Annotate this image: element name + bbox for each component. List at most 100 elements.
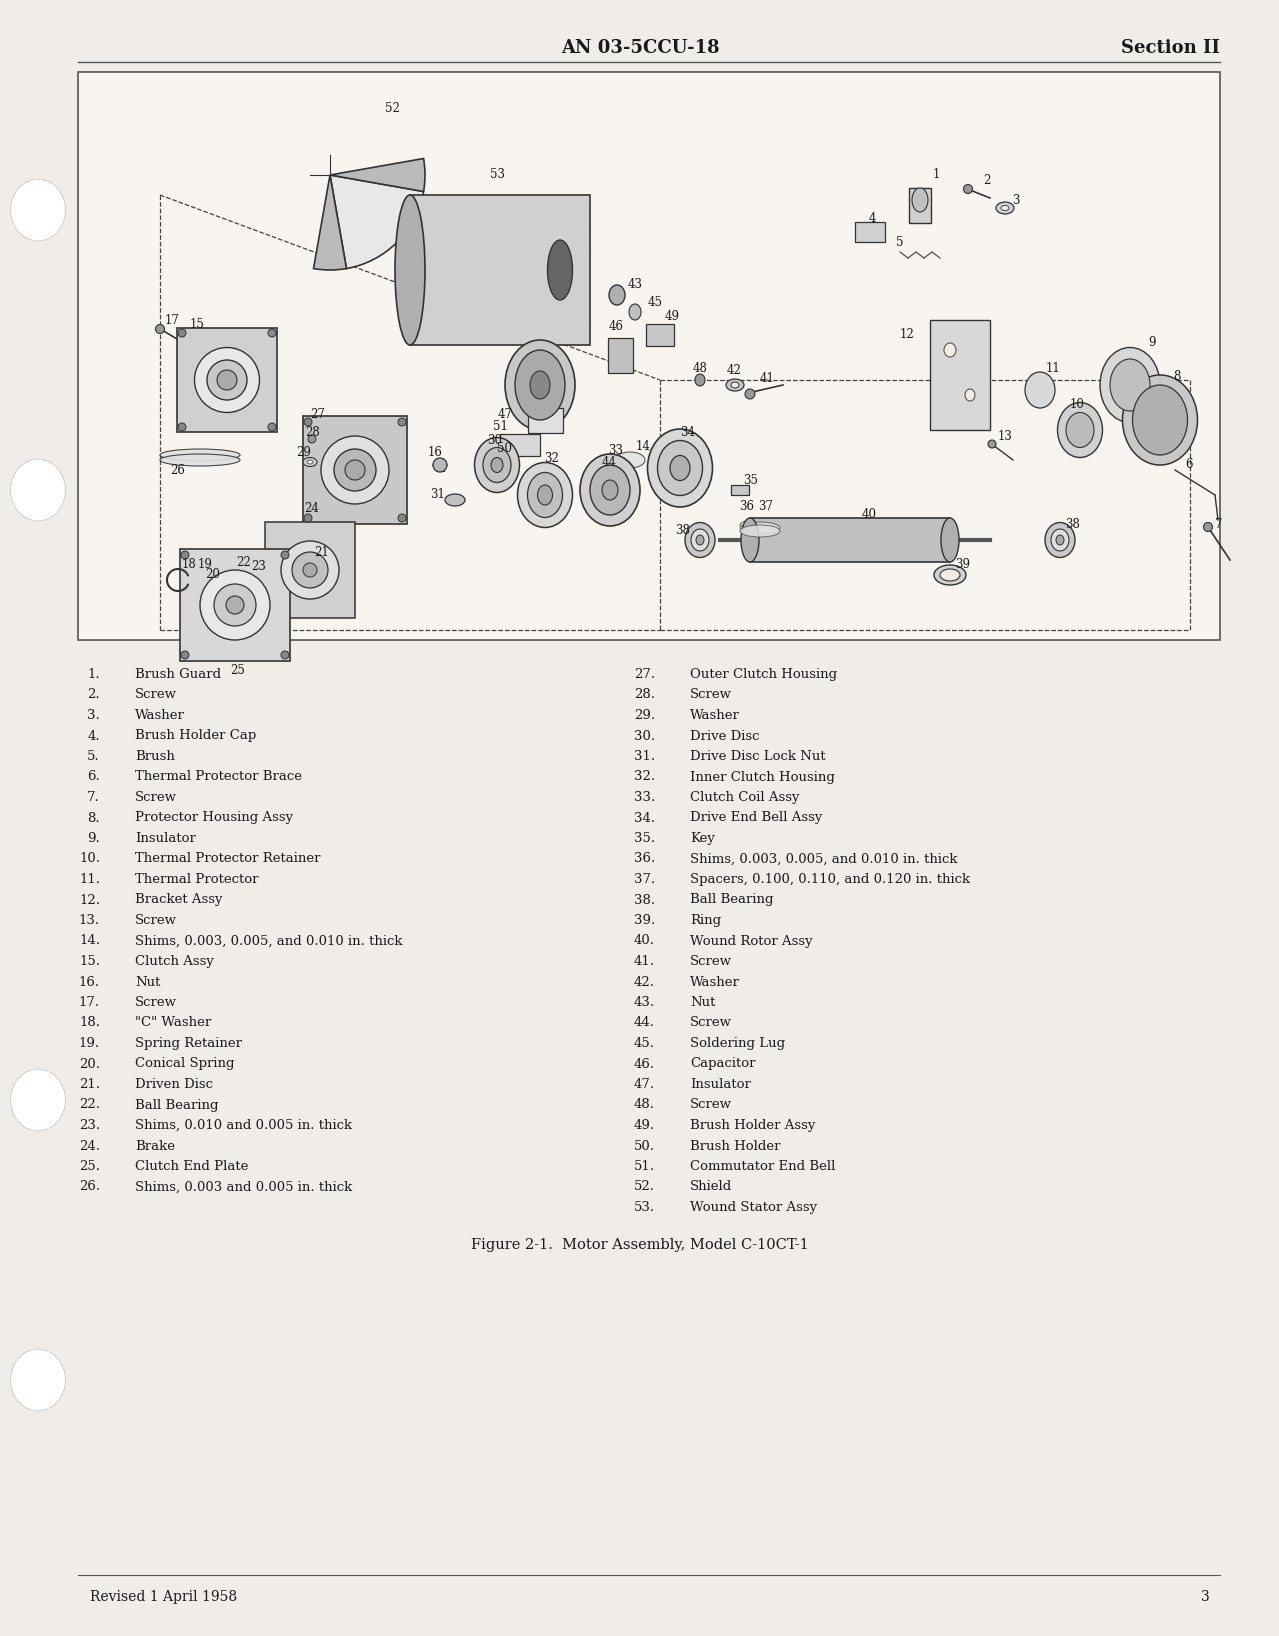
Ellipse shape	[741, 519, 758, 563]
Text: Brush Holder: Brush Holder	[689, 1140, 780, 1152]
Bar	[265, 522, 356, 618]
Text: Bracket Assy: Bracket Assy	[136, 893, 223, 906]
Text: 21: 21	[315, 545, 329, 558]
Text: 32.: 32.	[634, 771, 655, 784]
Text: Brake: Brake	[136, 1140, 175, 1152]
Ellipse shape	[1123, 375, 1197, 465]
Text: Wound Rotor Assy: Wound Rotor Assy	[689, 934, 812, 947]
Text: 40: 40	[862, 509, 877, 522]
Ellipse shape	[726, 380, 744, 391]
Text: 52.: 52.	[634, 1181, 655, 1194]
Text: Screw: Screw	[689, 955, 732, 969]
Text: 45: 45	[648, 296, 663, 309]
Text: Shims, 0.003 and 0.005 in. thick: Shims, 0.003 and 0.005 in. thick	[136, 1181, 352, 1194]
Text: 47: 47	[498, 409, 513, 422]
Text: Nut: Nut	[136, 975, 160, 988]
Ellipse shape	[281, 542, 339, 599]
Bar	[500, 434, 540, 456]
Text: Insulator: Insulator	[689, 1078, 751, 1091]
Text: 9.: 9.	[87, 833, 100, 846]
Ellipse shape	[223, 568, 246, 592]
Text: 7: 7	[1215, 519, 1223, 532]
Text: Insulator: Insulator	[136, 833, 196, 846]
Text: Washer: Washer	[136, 708, 185, 721]
Bar	[646, 324, 674, 345]
Ellipse shape	[398, 419, 405, 425]
Polygon shape	[930, 321, 990, 430]
Text: Ring: Ring	[689, 915, 721, 928]
Text: "C" Washer: "C" Washer	[136, 1016, 211, 1029]
Text: 1.: 1.	[87, 667, 100, 681]
Text: 29.: 29.	[634, 708, 655, 721]
Text: 28: 28	[304, 425, 320, 438]
Text: 45.: 45.	[634, 1037, 655, 1050]
Ellipse shape	[308, 435, 316, 443]
Text: Ball Bearing: Ball Bearing	[136, 1098, 219, 1111]
Text: 14: 14	[636, 440, 651, 453]
Bar	[732, 484, 749, 496]
Text: 22.: 22.	[79, 1098, 100, 1111]
Text: 39.: 39.	[634, 915, 655, 928]
Text: 13: 13	[998, 430, 1013, 443]
Text: 13.: 13.	[79, 915, 100, 928]
Ellipse shape	[10, 1068, 65, 1130]
Text: 4: 4	[868, 211, 876, 224]
Ellipse shape	[647, 429, 712, 507]
Text: 12: 12	[900, 329, 914, 342]
Ellipse shape	[987, 440, 996, 448]
Ellipse shape	[741, 525, 780, 537]
Text: Shims, 0.003, 0.005, and 0.010 in. thick: Shims, 0.003, 0.005, and 0.010 in. thick	[136, 934, 403, 947]
Text: 21.: 21.	[79, 1078, 100, 1091]
Bar	[411, 195, 590, 345]
Text: 51: 51	[492, 420, 508, 434]
Text: Conical Spring: Conical Spring	[136, 1057, 234, 1070]
Text: 32: 32	[544, 452, 559, 465]
Ellipse shape	[912, 188, 929, 213]
Text: 41.: 41.	[634, 955, 655, 969]
Text: 2.: 2.	[87, 689, 100, 702]
Text: 37.: 37.	[634, 874, 655, 887]
Ellipse shape	[182, 651, 189, 659]
Text: 17.: 17.	[79, 996, 100, 1009]
Ellipse shape	[1065, 412, 1094, 448]
Text: Shims, 0.010 and 0.005 in. thick: Shims, 0.010 and 0.005 in. thick	[136, 1119, 352, 1132]
Ellipse shape	[1110, 358, 1150, 411]
Ellipse shape	[160, 448, 240, 461]
Text: 29: 29	[295, 447, 311, 460]
Ellipse shape	[1024, 371, 1055, 407]
Text: Screw: Screw	[136, 790, 177, 803]
Text: Figure 2-1.  Motor Assembly, Model C-10CT-1: Figure 2-1. Motor Assembly, Model C-10CT…	[471, 1237, 808, 1252]
Text: Screw: Screw	[689, 689, 732, 702]
Ellipse shape	[194, 347, 260, 412]
Text: 46: 46	[609, 321, 624, 334]
Text: Revised 1 April 1958: Revised 1 April 1958	[90, 1590, 237, 1603]
Text: 26: 26	[170, 463, 185, 476]
Ellipse shape	[182, 551, 189, 560]
Ellipse shape	[303, 563, 317, 578]
Text: Drive End Bell Assy: Drive End Bell Assy	[689, 811, 822, 825]
Text: 35: 35	[743, 473, 758, 486]
Text: Spacers, 0.100, 0.110, and 0.120 in. thick: Spacers, 0.100, 0.110, and 0.120 in. thi…	[689, 874, 971, 887]
Text: AN 03-5CCU-18: AN 03-5CCU-18	[560, 39, 719, 57]
Ellipse shape	[609, 285, 625, 304]
Ellipse shape	[10, 460, 65, 520]
Ellipse shape	[1132, 384, 1187, 455]
Wedge shape	[313, 175, 347, 270]
Ellipse shape	[602, 479, 618, 501]
Ellipse shape	[178, 424, 185, 430]
Text: 38: 38	[675, 524, 689, 537]
Bar	[527, 407, 563, 432]
Text: 28.: 28.	[634, 689, 655, 702]
Bar	[303, 416, 407, 524]
Text: 20: 20	[205, 568, 220, 581]
Text: 36: 36	[739, 499, 755, 512]
Text: 47.: 47.	[634, 1078, 655, 1091]
Ellipse shape	[515, 350, 565, 420]
Ellipse shape	[527, 473, 563, 517]
Ellipse shape	[741, 522, 780, 533]
Ellipse shape	[269, 424, 276, 430]
Text: Capacitor: Capacitor	[689, 1057, 756, 1070]
Text: 5: 5	[897, 236, 903, 249]
Text: 12.: 12.	[79, 893, 100, 906]
Text: Screw: Screw	[136, 689, 177, 702]
